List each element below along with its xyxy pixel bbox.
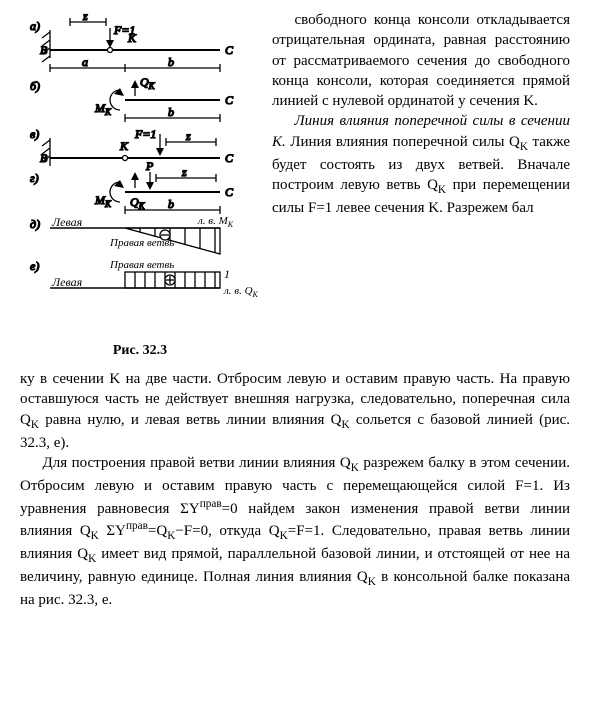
label-z-v: z <box>185 129 191 143</box>
label-b-dim-g: b <box>168 197 174 211</box>
row-label-a: a) <box>30 19 40 33</box>
label-il-QK: л. в. QK <box>223 285 259 299</box>
label-F1-v: F=1 <box>134 127 156 141</box>
sub-K-2: K <box>438 184 446 196</box>
sub-K-8: K <box>280 530 288 542</box>
figure-svg: a) B C F=1 K z <box>20 10 260 330</box>
label-C-b: C <box>225 93 234 107</box>
label-z-a: z <box>82 10 88 23</box>
sub-K-4: K <box>342 419 350 431</box>
label-MK-g: MK <box>94 193 112 209</box>
p4e-text: =Q <box>148 523 167 539</box>
label-B-v: B <box>40 151 48 165</box>
label-QK-b: QK <box>140 75 156 91</box>
paragraph-3: ку в сечении K на две части. Отбросим ле… <box>20 369 570 453</box>
label-C-v: C <box>225 151 234 165</box>
label-right-branch-e: Правая ветвь <box>109 259 174 271</box>
figure-32-3: a) B C F=1 K z <box>20 10 260 361</box>
row-label-g: г) <box>30 171 39 185</box>
label-C-g: C <box>225 185 234 199</box>
p4f-text: −F=0, откуда Q <box>175 523 279 539</box>
label-b-dim: b <box>168 55 174 69</box>
sup-prav-2: прав <box>126 520 148 532</box>
p4-text: Для построения правой ветви линии влияни… <box>43 455 351 471</box>
label-P-g: P <box>145 159 154 173</box>
label-right-branch-d: Правая ветвь <box>109 237 174 249</box>
p3b-text: равна нулю, и левая ветвь линии влияния … <box>39 412 342 428</box>
p4d-text: ΣY <box>99 523 126 539</box>
label-left-d: Левая <box>51 215 83 229</box>
p1-text: свободного конца консоли откладывается о… <box>272 12 570 109</box>
p2b-text: Линия влияния поперечной силы Q <box>286 134 520 150</box>
label-left-e: Левая <box>51 275 83 289</box>
sub-K-5: K <box>351 462 359 474</box>
row-label-d: д) <box>30 217 40 231</box>
sup-prav-1: прав <box>200 498 222 510</box>
row-label-v: в) <box>30 127 39 141</box>
label-one: 1 <box>224 267 230 281</box>
row-label-b: б) <box>30 79 40 93</box>
sub-K-6: K <box>91 530 99 542</box>
label-K-a: K <box>127 31 137 45</box>
paragraph-4: Для построения правой ветви линии влияни… <box>20 453 570 611</box>
sub-K-10: K <box>368 576 376 588</box>
label-z-g: z <box>181 165 187 179</box>
label-a-dim: a <box>82 55 88 69</box>
page-content: a) B C F=1 K z <box>20 10 570 611</box>
label-b-dim-b: b <box>168 105 174 119</box>
sub-K-3: K <box>31 419 39 431</box>
sub-K-1: K <box>520 141 528 153</box>
label-C-a: C <box>225 43 234 57</box>
figure-caption: Рис. 32.3 <box>20 342 260 361</box>
label-B-a: B <box>40 43 48 57</box>
label-il-MK: л. в. MK <box>197 215 234 229</box>
label-K-v: K <box>119 139 129 153</box>
label-MK-b: MK <box>94 101 112 117</box>
label-QK-g: QK <box>130 195 146 211</box>
row-label-e: е) <box>30 259 39 273</box>
